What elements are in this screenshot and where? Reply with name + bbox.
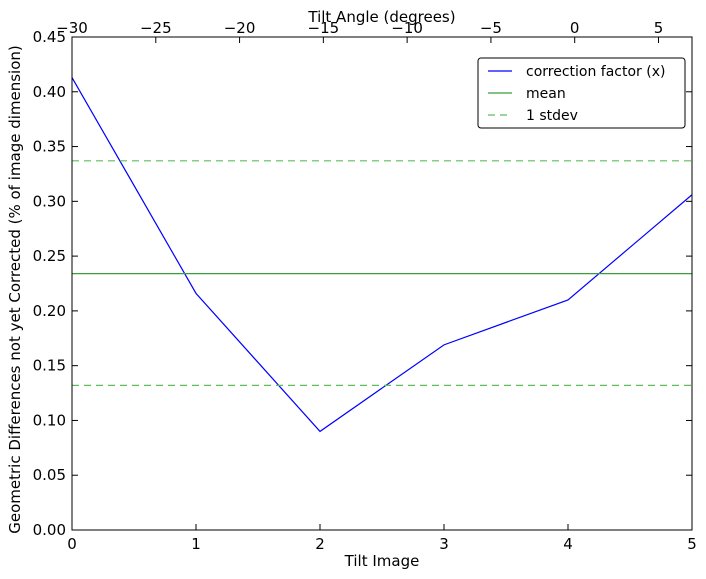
legend: correction factor (x) mean 1 stdev bbox=[477, 57, 686, 129]
top-axis-title: Tilt Angle (degrees) bbox=[307, 8, 455, 26]
top-tick-label: −25 bbox=[140, 19, 172, 37]
legend-box bbox=[477, 57, 686, 129]
y-axis-title: Geometric Differences not yet Corrected … bbox=[6, 45, 24, 534]
x-tick-label: 2 bbox=[315, 535, 325, 553]
y-tick-label: 0.45 bbox=[33, 28, 66, 46]
x-tick-label: 0 bbox=[67, 535, 77, 553]
y-tick-label: 0.30 bbox=[33, 192, 66, 210]
chart-marks bbox=[71, 77, 693, 433]
y-tick-label: 0.40 bbox=[33, 83, 66, 101]
series-line-0 bbox=[71, 77, 693, 433]
y-tick-label: 0.15 bbox=[33, 357, 66, 375]
legend-label-correction: correction factor (x) bbox=[526, 64, 665, 80]
legend-label-mean: mean bbox=[526, 86, 566, 102]
x-tick-label: 3 bbox=[439, 535, 449, 553]
y-tick-label: 0.10 bbox=[33, 411, 66, 429]
y-tick-label: 0.05 bbox=[33, 466, 66, 484]
y-tick-label: 0.20 bbox=[33, 302, 66, 320]
x-tick-label: 1 bbox=[191, 535, 201, 553]
x-tick-label: 4 bbox=[563, 535, 573, 553]
top-tick-label: −10 bbox=[391, 19, 423, 37]
axis-ticks: 0 1 2 3 4 5 −30 −25 −20 −15 −10 −5 0 5 0.00 0.05 0.10 0.1… bbox=[33, 19, 697, 553]
top-tick-label: −15 bbox=[308, 19, 340, 37]
top-tick-label: −20 bbox=[224, 19, 256, 37]
x-tick-label: 5 bbox=[687, 535, 697, 553]
y-tick-label: 0.00 bbox=[33, 521, 66, 539]
top-tick-label: 0 bbox=[570, 19, 580, 37]
top-tick-label: 5 bbox=[654, 19, 664, 37]
top-tick-label: −30 bbox=[56, 19, 88, 37]
y-tick-label: 0.35 bbox=[33, 138, 66, 156]
plot-frame bbox=[71, 36, 693, 531]
x-axis-title: Tilt Image bbox=[344, 552, 420, 570]
top-tick-label: −5 bbox=[480, 19, 502, 37]
y-tick-label: 0.25 bbox=[33, 247, 66, 265]
legend-label-stdev: 1 stdev bbox=[526, 108, 578, 124]
